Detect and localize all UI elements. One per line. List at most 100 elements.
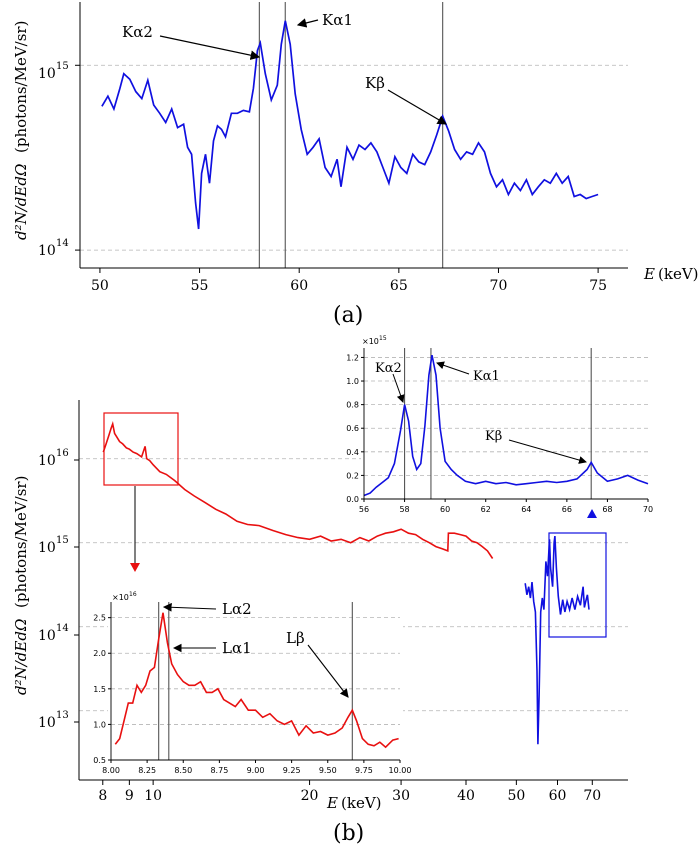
y-tick-label: 0.6 [346,424,359,433]
svg-text:15: 15 [56,535,69,546]
x-tick-label: 66 [562,505,572,514]
inset-k-multiplier-exp: 15 [379,335,387,342]
x-tick-label: 9.75 [355,766,373,775]
inset-k-shell: 56 58 60 62 64 66 68 70 0.0 0.2 0.4 0.6 0.8 1.0 1.2 ×… [346,335,653,514]
inset-k-multiplier: ×10 [362,337,379,346]
panel-b-x-ticks: 8 9 10 20 30 40 50 60 70 [98,780,601,804]
x-tick-label: 60 [549,788,567,804]
x-tick-label: 50 [91,278,109,294]
annotation-arrow [436,361,470,375]
panel-b-caption: (b) [333,821,364,846]
panel-a-caption: (a) [333,303,363,328]
panel-a-ytick-label: 10 [38,66,56,82]
annotation-label: Lα2 [222,600,252,618]
k-shell-zoom-box [548,532,607,638]
annotation-arrow [162,602,217,612]
x-tick-label: 20 [301,788,319,804]
panel-b-xlabel-unit: (keV) [341,794,382,812]
inset-l-multiplier-exp: 16 [129,591,137,598]
inset-l-annotation-la2: Lα2 [162,600,252,618]
y-tick-label: 0.0 [346,495,359,504]
y-tick-label: 0.5 [93,756,106,765]
annotation-arrow [307,644,349,698]
x-tick-label: 9.00 [247,766,265,775]
y-tick-label: 1.2 [346,353,359,362]
panel-a-ytick-1e15: 10 15 [38,61,69,82]
panel-a-annotation-kb: Kβ [365,74,448,125]
panel-b-ylabel-frac: d²N/dEdΩ [12,619,30,695]
panel-b-ytick-1e15: 10 15 [38,535,69,556]
panel-a-ylabel-frac: d²N/dEdΩ [12,164,30,240]
y-tick-label: 0.2 [346,471,359,480]
y-tick-label: 1.0 [346,377,359,386]
panel-a-ylabel-unit: (photons/MeV/sr) [12,21,30,153]
panel-a-y-ticks [75,64,80,251]
x-tick-label: 55 [191,278,209,294]
annotation-label: Kβ [365,74,385,92]
inset-k-peak-lines [404,348,592,499]
x-tick-label: 56 [359,505,369,514]
y-tick-label: 2.5 [93,614,106,623]
inset-l-annotation-la1: Lα1 [172,639,252,657]
x-tick-label: 10.00 [389,766,412,775]
k-shell-zoom-arrowhead [587,509,597,518]
panel-b-ytick-1e14: 10 14 [38,623,69,644]
x-tick-label: 62 [481,505,491,514]
x-tick-label: 50 [507,788,525,804]
y-tick-label: 2.0 [93,649,106,658]
panel-b-ylabel: d²N/dEdΩ (photons/MeV/sr) [12,476,30,695]
inset-l-spectrum-line [114,612,399,749]
panel-a-xlabel-unit: (keV) [658,265,699,283]
inset-k-grid [364,357,648,476]
x-tick-label: 40 [457,788,475,804]
l-shell-zoom-box [103,412,179,486]
panel-b-ytick-1e16: 10 16 [38,448,69,469]
svg-text:10: 10 [38,453,56,469]
x-tick-label: 8 [98,788,107,804]
panel-b: 8 9 10 20 30 40 50 60 70 10 16 10 15 10 14 10 13 d²N… [12,335,653,846]
panel-a-peak-lines [258,2,444,268]
x-tick-label: 8.25 [138,766,156,775]
x-tick-label: 70 [643,505,653,514]
y-tick-label: 1.0 [93,720,106,729]
panel-b-ytick-1e13: 10 13 [38,710,69,731]
x-tick-label: 70 [583,788,601,804]
panel-a-x-ticks: 50 55 60 65 70 75 [91,268,607,294]
panel-a-spectrum-line [101,20,599,230]
x-tick-label: 58 [399,505,409,514]
svg-text:10: 10 [38,540,56,556]
inset-l-y-ticks: 0.5 1.0 1.5 2.0 2.5 [93,614,111,765]
inset-k-x-ticks: 56 58 60 62 64 66 68 70 [359,499,653,514]
x-tick-label: 68 [602,505,612,514]
annotation-label: Kα2 [375,361,402,376]
inset-l-multiplier: ×10 [112,593,129,602]
panel-a-ytick-exp: 14 [56,238,69,249]
annotation-arrow [508,439,587,464]
annotation-label: Kα1 [473,369,500,384]
panel-a-xlabel-var: E [643,265,655,283]
annotation-arrow [387,89,448,125]
panel-a-ylabel: d²N/dEdΩ (photons/MeV/sr) [12,21,30,240]
panel-a-annotation-ka2: Kα2 [122,23,261,60]
panel-b-ylabel-unit: (photons/MeV/sr) [12,476,30,608]
l-shell-zoom-arrowhead [130,563,140,572]
inset-l-x-ticks: 8.00 8.25 8.50 8.75 9.00 9.25 9.50 9.75 10.00 [102,760,411,775]
inset-k-annotation-ka1: Kα1 [436,361,500,384]
panel-b-xlabel-var: E [326,794,338,812]
inset-k-spectrum-line [363,354,649,497]
panel-a-ytick-1e14: 10 14 [38,238,69,259]
inset-k-y-ticks: 0.0 0.2 0.4 0.6 0.8 1.0 1.2 [346,353,364,504]
panel-a-ytick-label: 10 [38,243,56,259]
inset-l-background [108,594,403,769]
svg-text:10: 10 [38,715,56,731]
svg-text:14: 14 [56,623,69,634]
x-tick-label: 8.50 [174,766,192,775]
annotation-arrow [392,373,405,403]
annotation-label: Lα1 [222,639,252,657]
y-tick-label: 1.5 [93,685,106,694]
panel-a-grid [80,64,628,251]
svg-text:10: 10 [38,628,56,644]
annotation-label: Kα1 [322,11,353,29]
x-tick-label: 75 [589,278,607,294]
